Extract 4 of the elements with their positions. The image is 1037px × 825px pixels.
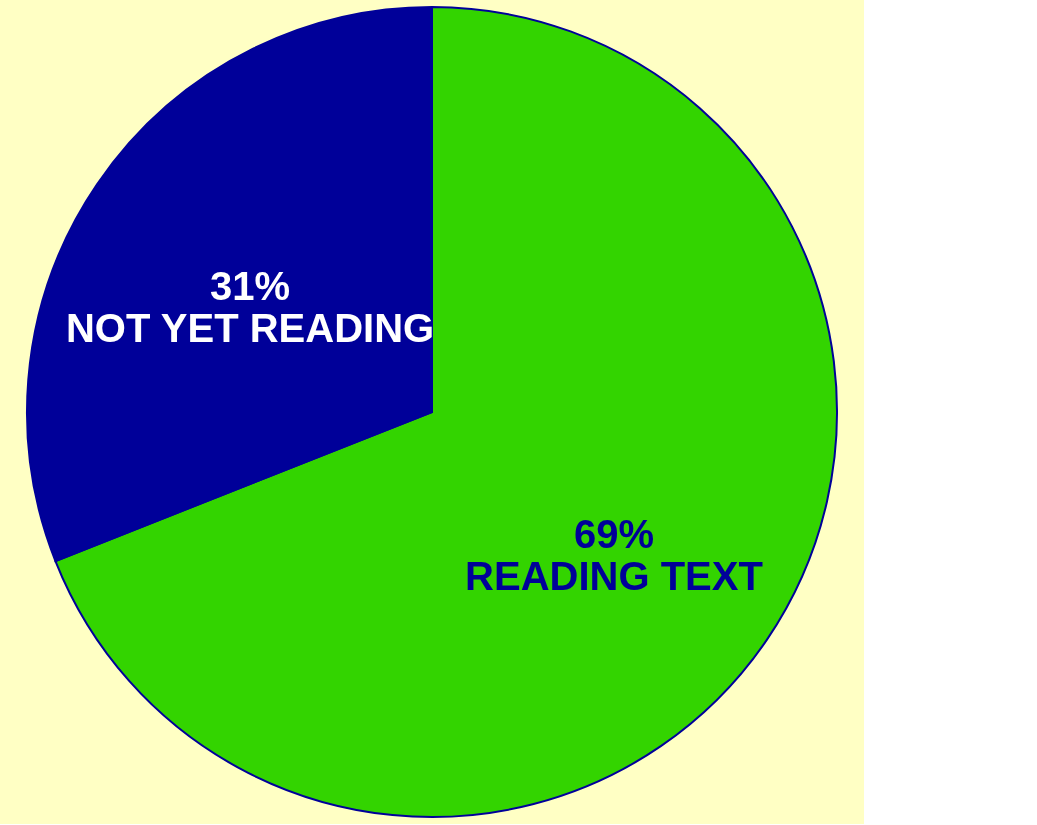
slice-label: NOT YET READING: [65, 306, 435, 351]
data-label: 69%: [573, 511, 654, 556]
slice-label: READING TEXT: [465, 553, 763, 598]
data-label: 31%: [210, 264, 291, 309]
